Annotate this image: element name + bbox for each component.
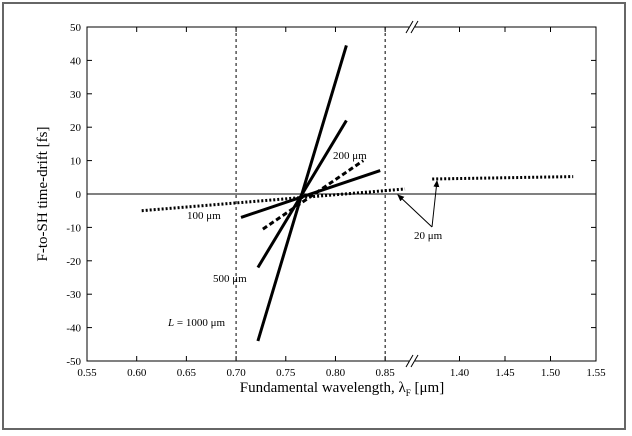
- x-tick-label: 0.75: [276, 367, 296, 379]
- axis-break-mark: [405, 20, 414, 34]
- y-tick-label: 30: [70, 89, 82, 101]
- y-tick-label: 0: [76, 189, 82, 201]
- chart-frame: [2, 2, 626, 430]
- y-axis-title: F-to-SH time-drift [fs]: [35, 127, 51, 262]
- x-tick-label: 0.70: [226, 367, 246, 379]
- label-l200: 200 μm: [333, 150, 367, 162]
- x-tick-label: 1.40: [450, 367, 470, 379]
- y-tick-label: 20: [70, 122, 82, 134]
- series-line-3: [240, 169, 381, 219]
- x-tick-label: 1.50: [541, 367, 561, 379]
- label-l20: 20 μm: [414, 230, 443, 242]
- label-l1000: L = 1000 μm: [167, 317, 225, 329]
- arrow-20um-right: [431, 180, 440, 228]
- y-tick-label: 50: [70, 22, 82, 34]
- x-tick-label: 0.55: [77, 367, 97, 379]
- x-tick-label: 1.45: [495, 367, 515, 379]
- y-tick-label: -10: [66, 222, 81, 234]
- series-line-1: [256, 119, 348, 269]
- axis-break-mark: [410, 354, 419, 368]
- axis-break-gap: [409, 19, 415, 35]
- x-tick-label: 1.55: [586, 367, 606, 379]
- axis-break-mark: [410, 20, 419, 34]
- y-tick-label: -30: [66, 289, 81, 301]
- series-line-5: [432, 175, 574, 181]
- x-tick-label: 0.85: [376, 367, 396, 379]
- label-l500: 500 μm: [213, 273, 247, 285]
- arrow-20um-left: [397, 194, 433, 228]
- y-tick-label: -40: [66, 323, 81, 335]
- x-tick-label: 0.65: [177, 367, 197, 379]
- x-tick-label: 0.80: [326, 367, 346, 379]
- series-line-2: [262, 159, 365, 231]
- y-tick-label: -20: [66, 256, 81, 268]
- x-axis-title: Fundamental wavelength, λF [μm]: [240, 380, 444, 398]
- axis-break-gap: [409, 353, 415, 369]
- axis-break-mark: [405, 354, 414, 368]
- y-tick-label: -50: [66, 356, 81, 368]
- y-tick-label: 40: [70, 55, 82, 67]
- series-line-4: [141, 187, 406, 213]
- label-l100: 100 μm: [187, 210, 221, 222]
- x-tick-label: 0.60: [127, 367, 147, 379]
- y-tick-label: 10: [70, 156, 82, 168]
